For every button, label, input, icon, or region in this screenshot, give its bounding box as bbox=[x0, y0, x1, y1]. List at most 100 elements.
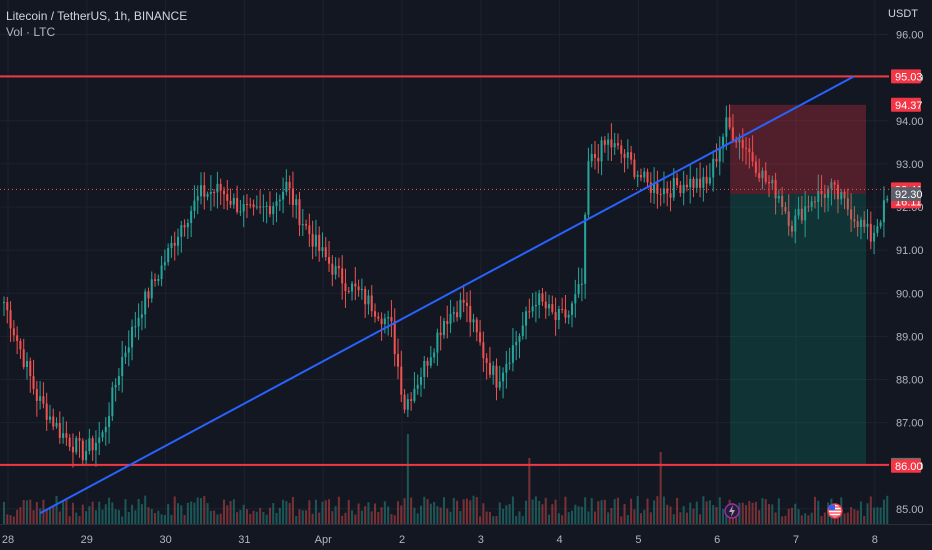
volume-bar bbox=[692, 508, 695, 524]
volume-bar bbox=[328, 499, 331, 524]
resistance-label: 95.03 bbox=[895, 71, 923, 83]
price-axis[interactable]: 85.0086.0087.0088.0089.0090.0091.0092.00… bbox=[889, 0, 932, 550]
candle-body bbox=[492, 365, 495, 375]
volume-bar bbox=[173, 496, 176, 524]
candle-body bbox=[695, 178, 698, 188]
price-tick-label: 91.00 bbox=[896, 245, 924, 257]
volume-bar bbox=[699, 514, 702, 524]
candle-body bbox=[209, 191, 212, 194]
volume-bar bbox=[318, 512, 321, 524]
volume-bar bbox=[587, 511, 590, 524]
candle-body bbox=[373, 311, 377, 317]
volume-bar bbox=[78, 516, 81, 524]
candle-body bbox=[144, 291, 147, 315]
candle-body bbox=[869, 223, 872, 242]
candle-body bbox=[301, 224, 304, 226]
volume-bar bbox=[403, 498, 406, 524]
volume-bar bbox=[623, 503, 626, 524]
candle-body bbox=[157, 278, 160, 281]
candle-body bbox=[623, 153, 626, 158]
candle-body bbox=[577, 284, 580, 295]
volume-bar bbox=[209, 510, 212, 524]
volume-bar bbox=[354, 514, 357, 524]
volume-bar bbox=[876, 507, 879, 524]
candle-body bbox=[216, 183, 219, 193]
candle-body bbox=[662, 188, 665, 195]
candle-body bbox=[850, 209, 853, 220]
volume-bar bbox=[416, 513, 419, 524]
candle-body bbox=[741, 139, 744, 148]
volume-bar bbox=[607, 512, 610, 524]
candle-body bbox=[219, 183, 222, 191]
candle-body bbox=[554, 312, 557, 320]
candle-body bbox=[479, 332, 482, 343]
volume-bar bbox=[600, 500, 603, 524]
time-axis[interactable]: 28 29 30 31 Apr 2 3 4 5 6 7 8 bbox=[0, 524, 932, 550]
volume-bar bbox=[475, 497, 478, 524]
candle-body bbox=[314, 234, 317, 247]
volume-bar bbox=[305, 510, 308, 524]
ascending-trendline[interactable] bbox=[39, 75, 855, 515]
candle-body bbox=[449, 313, 452, 324]
candle-body bbox=[311, 234, 314, 247]
candle-body bbox=[2, 302, 6, 304]
volume-bar bbox=[738, 502, 741, 524]
candle-body bbox=[584, 214, 587, 284]
candle-body bbox=[817, 191, 820, 203]
symbol-title[interactable]: Litecoin / TetherUS, 1h, BINANCE bbox=[6, 9, 188, 23]
volume-bar bbox=[419, 505, 423, 524]
volume-bar bbox=[492, 516, 495, 524]
volume-bar bbox=[62, 501, 65, 524]
candle-body bbox=[305, 224, 308, 226]
candle-body bbox=[104, 426, 107, 433]
volume-bar bbox=[285, 501, 288, 524]
volume-bar bbox=[380, 507, 383, 524]
volume-bar bbox=[6, 514, 9, 524]
volume-bar bbox=[531, 499, 534, 524]
candle-body bbox=[357, 286, 360, 291]
candle-body bbox=[334, 266, 337, 275]
volume-bar bbox=[167, 504, 170, 524]
volume-bar bbox=[534, 496, 537, 524]
volume-bar bbox=[134, 510, 137, 524]
candle-body bbox=[636, 175, 639, 177]
candle-body bbox=[689, 178, 692, 188]
volume-bar bbox=[797, 509, 800, 524]
candle-body bbox=[767, 181, 771, 184]
candle-body bbox=[564, 309, 567, 318]
volume-bar bbox=[183, 515, 186, 524]
volume-bar bbox=[242, 504, 245, 524]
volume-bar bbox=[804, 513, 807, 524]
volume-bar bbox=[442, 497, 445, 524]
stop-loss-zone[interactable] bbox=[730, 104, 866, 195]
price-tick-label: 85.00 bbox=[896, 504, 924, 516]
candle-body bbox=[308, 225, 311, 235]
volume-bar bbox=[551, 504, 554, 524]
volume-bar bbox=[528, 458, 531, 524]
candle-body bbox=[538, 293, 541, 305]
candle-body bbox=[685, 184, 688, 188]
candle-body bbox=[469, 305, 472, 323]
volume-bar bbox=[784, 515, 787, 524]
candle-body bbox=[548, 304, 551, 309]
volume-bar bbox=[751, 502, 754, 524]
candle-body bbox=[429, 357, 432, 366]
lightning-event-icon[interactable] bbox=[724, 503, 740, 519]
volume-indicator-label[interactable]: Vol · LTC bbox=[6, 25, 56, 39]
volume-bar bbox=[29, 499, 32, 524]
candle-body bbox=[160, 265, 163, 279]
volume-bar bbox=[672, 514, 675, 524]
take-profit-zone[interactable] bbox=[730, 194, 866, 466]
volume-bar bbox=[866, 503, 869, 524]
candle-body bbox=[190, 210, 193, 223]
volume-bar bbox=[439, 507, 442, 524]
candle-body bbox=[616, 143, 620, 146]
candle-body bbox=[328, 257, 331, 264]
candle-body bbox=[567, 314, 570, 318]
candle-body bbox=[321, 247, 324, 251]
us-flag-event-icon[interactable] bbox=[827, 503, 843, 519]
candle-body bbox=[738, 139, 741, 143]
volume-bar bbox=[521, 516, 524, 524]
